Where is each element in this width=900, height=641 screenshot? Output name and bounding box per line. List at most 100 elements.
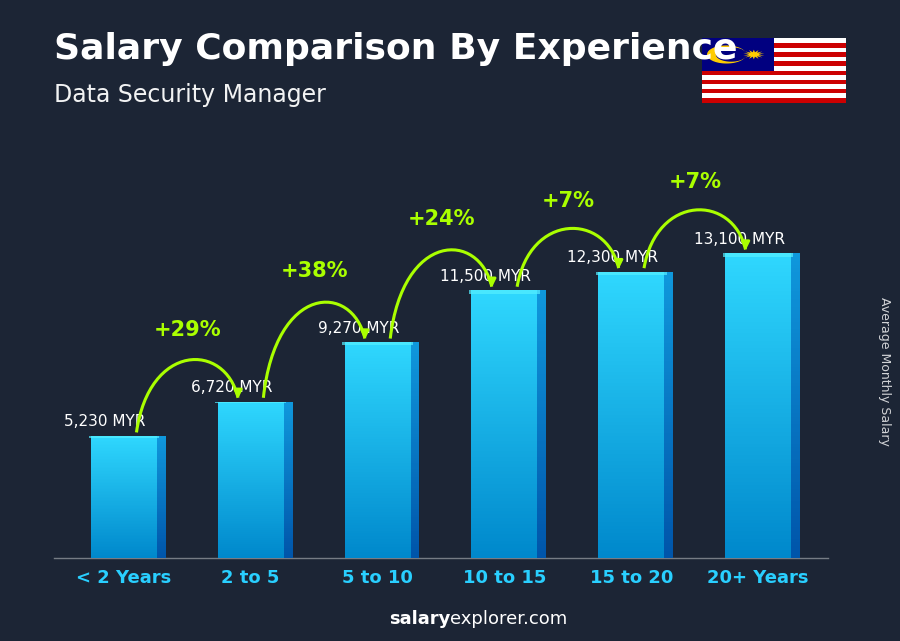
Bar [791,516,800,520]
Bar [598,379,664,383]
Bar [410,351,419,353]
Bar [284,448,292,451]
Bar [410,423,419,426]
Bar [472,497,537,501]
Bar [157,521,166,522]
Bar [472,458,537,461]
Bar [410,512,419,515]
Bar [91,500,157,501]
Bar [157,444,166,445]
Bar [284,522,292,524]
Bar [791,463,800,467]
Bar [725,481,791,485]
Bar [598,476,664,479]
Bar [345,434,410,437]
Bar [791,253,800,257]
Bar [218,528,284,530]
Bar [725,459,791,463]
Bar [725,535,791,538]
Bar [472,294,537,297]
Bar [157,470,166,471]
Bar [410,412,419,415]
Bar [598,494,664,497]
Bar [218,517,284,519]
Bar [157,487,166,488]
Bar [598,351,664,354]
Bar [91,476,157,477]
Text: +7%: +7% [669,172,721,192]
Bar [537,310,546,314]
Bar [725,333,791,337]
Bar [537,327,546,331]
Bar [791,528,800,531]
Bar [91,488,157,489]
Bar [725,341,791,345]
Bar [537,297,546,301]
Bar [91,512,157,513]
Bar [664,411,673,415]
Bar [218,522,284,524]
Bar [598,515,664,519]
Bar [91,492,157,494]
Bar [725,478,791,481]
Bar [157,520,166,521]
Bar [472,301,537,304]
Bar [410,415,419,418]
Text: +24%: +24% [407,209,475,229]
Bar [284,548,292,550]
Bar [218,532,284,534]
Bar [664,454,673,458]
Bar [537,301,546,304]
Bar [157,526,166,528]
Bar [410,479,419,482]
Bar [725,417,791,420]
Bar [284,519,292,520]
Bar [410,426,419,428]
Bar [157,544,166,545]
Bar [284,556,292,558]
Bar [702,89,846,94]
Bar [537,387,546,390]
Bar [345,536,410,539]
Bar [598,386,664,390]
Bar [345,364,410,367]
Bar [598,376,664,379]
Bar [664,440,673,444]
Bar [91,483,157,485]
Bar [537,314,546,317]
Bar [218,503,284,505]
Bar [410,493,419,495]
Bar [472,524,537,528]
Bar [598,426,664,429]
Bar [91,458,157,459]
Bar [157,485,166,487]
Bar [472,431,537,434]
Bar [791,535,800,538]
Bar [472,401,537,404]
Bar [472,354,537,357]
Bar [157,522,166,524]
Bar [472,461,537,464]
Bar [91,550,157,552]
Bar [725,467,791,470]
Bar [537,471,546,474]
Bar [410,439,419,442]
Bar [410,555,419,558]
Bar [284,494,292,495]
Bar [725,520,791,524]
Bar [157,483,166,485]
Bar [725,284,791,288]
Bar [791,329,800,333]
Bar [218,451,284,453]
Bar [537,514,546,517]
Bar [537,501,546,504]
Bar [537,544,546,547]
Bar [218,427,284,429]
Bar [91,511,157,512]
Bar [537,340,546,344]
Bar [598,411,664,415]
Bar [91,509,157,511]
Bar [664,458,673,462]
Bar [91,552,157,553]
Bar [791,360,800,363]
